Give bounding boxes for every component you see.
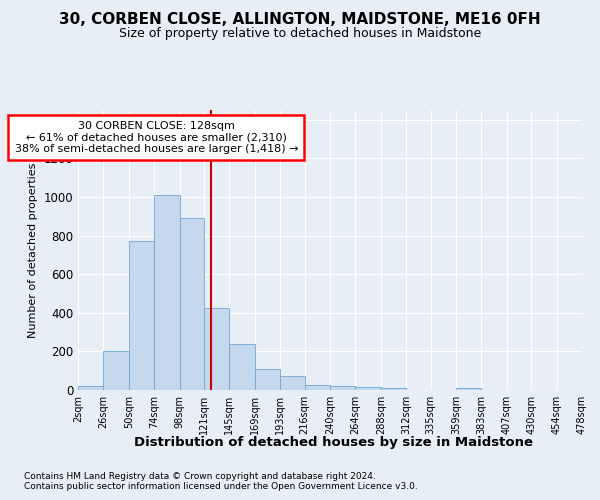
Bar [456,388,481,390]
Bar [229,344,255,390]
Bar [129,242,154,390]
Text: 30, CORBEN CLOSE, ALLINGTON, MAIDSTONE, ME16 0FH: 30, CORBEN CLOSE, ALLINGTON, MAIDSTONE, … [59,12,541,28]
Bar [355,387,381,390]
Text: Size of property relative to detached houses in Maidstone: Size of property relative to detached ho… [119,27,481,40]
Bar [179,218,204,390]
Bar [280,376,305,390]
Text: Contains public sector information licensed under the Open Government Licence v3: Contains public sector information licen… [24,482,418,491]
Bar [103,352,129,390]
Bar [255,369,280,390]
Text: 30 CORBEN CLOSE: 128sqm
← 61% of detached houses are smaller (2,310)
38% of semi: 30 CORBEN CLOSE: 128sqm ← 61% of detache… [14,121,298,154]
Bar [154,195,179,390]
Text: Contains HM Land Registry data © Crown copyright and database right 2024.: Contains HM Land Registry data © Crown c… [24,472,376,481]
Bar [330,386,355,390]
Bar [204,308,229,390]
Text: Distribution of detached houses by size in Maidstone: Distribution of detached houses by size … [134,436,533,449]
Bar [305,384,330,390]
Bar [78,386,103,390]
Y-axis label: Number of detached properties: Number of detached properties [28,162,38,338]
Bar [381,388,406,390]
